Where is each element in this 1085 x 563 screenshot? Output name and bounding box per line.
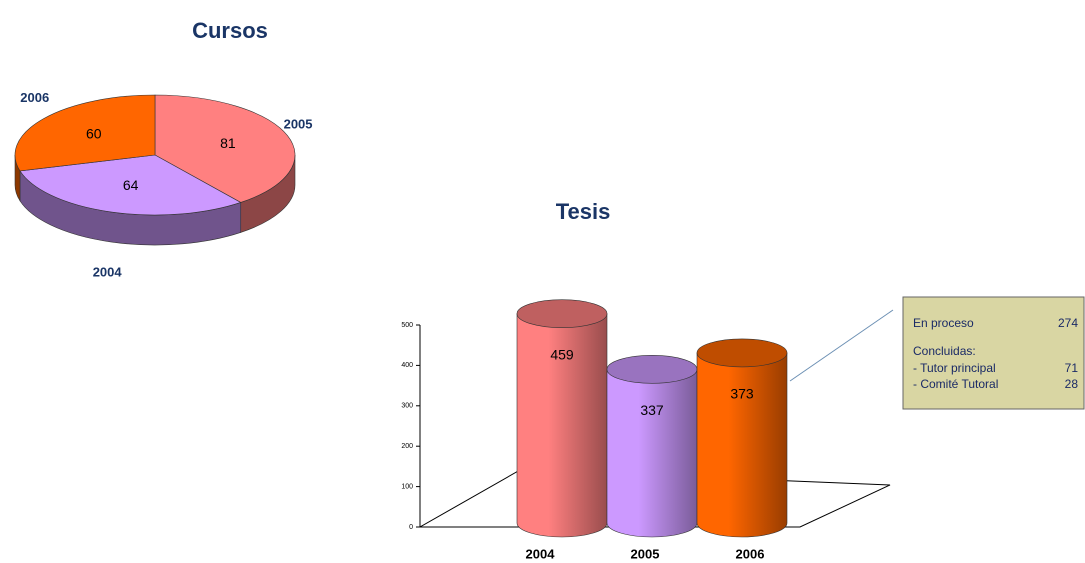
- value-label: 459: [550, 346, 574, 362]
- value-label: 337: [640, 402, 664, 418]
- note-value: 274: [1058, 316, 1078, 330]
- note-label: En proceso: [913, 316, 974, 330]
- x-tick-label: 2004: [526, 546, 556, 561]
- cylinder-body: [696, 352, 788, 538]
- bar-title: Tesis: [556, 199, 611, 224]
- value-label: 81: [220, 135, 236, 151]
- cylinder-top: [696, 338, 788, 368]
- note-label: Concluidas:: [913, 344, 976, 358]
- note-value: 28: [1065, 377, 1079, 391]
- category-label: 2005: [284, 116, 313, 131]
- y-tick-label: 100: [401, 483, 413, 490]
- y-tick-label: 500: [401, 322, 413, 329]
- note-value: 71: [1065, 361, 1079, 375]
- value-label: 60: [86, 126, 102, 142]
- cylinder-top: [516, 299, 608, 328]
- pie-slice: [14, 94, 156, 202]
- y-tick-label: 0: [409, 524, 413, 531]
- x-tick-label: 2005: [631, 546, 660, 561]
- note-label: - Comité Tutoral: [913, 377, 998, 391]
- cylinder: [516, 299, 608, 538]
- callout-box: [902, 296, 1085, 410]
- cylinder: [606, 355, 698, 538]
- pie-title: Cursos: [192, 18, 268, 43]
- slice-top: [154, 94, 296, 203]
- callout-line: [789, 309, 894, 382]
- value-label: 64: [123, 177, 139, 193]
- note-label: - Tutor principal: [913, 361, 996, 375]
- cylinder-body: [516, 313, 608, 538]
- pie-slice: [19, 154, 242, 246]
- cylinder: [696, 338, 788, 538]
- slice-top: [14, 94, 156, 172]
- category-label: 2004: [93, 265, 123, 280]
- category-label: 2006: [20, 90, 49, 105]
- cylinder-top: [606, 355, 698, 384]
- y-tick-label: 200: [401, 443, 413, 450]
- y-tick-label: 300: [401, 403, 413, 410]
- value-label: 373: [730, 386, 754, 402]
- x-tick-label: 2006: [736, 546, 765, 561]
- cylinder-body: [606, 369, 698, 538]
- y-tick-label: 400: [401, 362, 413, 369]
- slice-top: [19, 154, 242, 216]
